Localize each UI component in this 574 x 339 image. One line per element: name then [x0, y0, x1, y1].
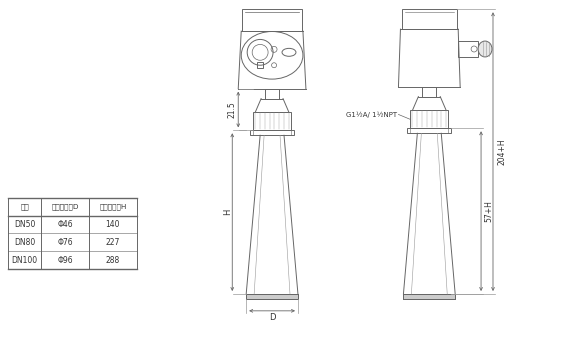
Text: 57+H: 57+H [484, 200, 494, 222]
Bar [246, 294, 298, 299]
Text: D: D [269, 313, 276, 322]
Text: H: H [223, 209, 232, 215]
Bar [408, 128, 451, 133]
Bar [265, 89, 279, 99]
Text: 法兰: 法兰 [21, 203, 29, 210]
Bar [410, 111, 448, 128]
Text: G1½A/ 1½NPT: G1½A/ 1½NPT [346, 111, 397, 118]
Ellipse shape [478, 41, 492, 57]
Bar [253, 113, 291, 130]
Bar [404, 294, 455, 299]
Text: DN100: DN100 [11, 256, 38, 265]
Text: Φ76: Φ76 [57, 238, 73, 247]
Bar [422, 87, 436, 97]
Bar [250, 130, 294, 135]
Bar [246, 294, 298, 299]
Bar [242, 9, 302, 31]
Text: Φ46: Φ46 [57, 220, 73, 229]
Text: 288: 288 [106, 256, 120, 265]
Bar [458, 41, 478, 57]
Text: 喇叭口直径D: 喇叭口直径D [51, 203, 79, 210]
Text: 227: 227 [106, 238, 120, 247]
Text: 204+H: 204+H [498, 138, 506, 165]
Bar [257, 62, 263, 68]
Text: DN80: DN80 [14, 238, 36, 247]
Text: Φ96: Φ96 [57, 256, 73, 265]
Text: 喇叭口高度H: 喇叭口高度H [99, 203, 126, 210]
Bar [404, 294, 455, 299]
Text: 140: 140 [106, 220, 120, 229]
Text: DN50: DN50 [14, 220, 36, 229]
Bar [402, 9, 457, 29]
Text: 21.5: 21.5 [228, 101, 236, 118]
